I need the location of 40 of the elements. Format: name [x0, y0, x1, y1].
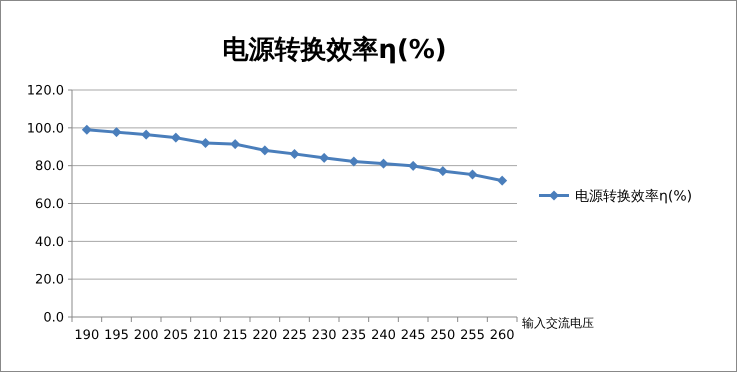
point — [260, 145, 270, 156]
x-tick-label: 245 — [400, 328, 426, 343]
x-tick-label: 195 — [104, 328, 129, 343]
point — [378, 158, 388, 169]
y-tick-label: 100.0 — [26, 121, 64, 136]
y-tick-label: 120.0 — [26, 84, 64, 99]
point — [170, 132, 181, 143]
x-tick-label: 255 — [460, 328, 485, 343]
point — [82, 124, 92, 135]
point — [230, 139, 240, 150]
x-tick-label: 215 — [222, 328, 248, 343]
point — [141, 130, 152, 140]
x-tick-label: 235 — [341, 328, 366, 343]
chart-title: 电源转换效率η(%) — [222, 35, 447, 65]
point — [200, 138, 210, 148]
y-tick-label: 40.0 — [35, 234, 64, 250]
y-tick-label: 80.0 — [35, 159, 64, 174]
x-tick-label: 230 — [312, 328, 337, 343]
point — [348, 156, 359, 167]
x-tick-label: 240 — [371, 328, 396, 343]
point — [438, 166, 448, 176]
x-tick-label: 205 — [163, 328, 188, 343]
x-tick-label: 210 — [193, 328, 218, 343]
y-tick-label: 0.0 — [43, 310, 64, 326]
x-tick-label: 200 — [134, 328, 159, 343]
legend-label: 电源转换效率η(%) — [575, 188, 692, 204]
point — [408, 160, 418, 171]
x-axis-title: 输入交流电压 — [522, 316, 594, 330]
x-tick-label: 220 — [252, 328, 278, 343]
y-tick-label: 20.0 — [35, 272, 64, 288]
x-tick-label: 225 — [282, 328, 307, 343]
x-tick-label: 190 — [74, 328, 100, 343]
point — [112, 127, 122, 138]
point — [290, 148, 300, 159]
x-tick-label: 260 — [490, 328, 515, 343]
point — [468, 170, 478, 180]
x-tick-label: 250 — [430, 328, 456, 343]
point — [497, 176, 508, 186]
y-tick-label: 60.0 — [35, 197, 64, 212]
point — [319, 152, 330, 163]
